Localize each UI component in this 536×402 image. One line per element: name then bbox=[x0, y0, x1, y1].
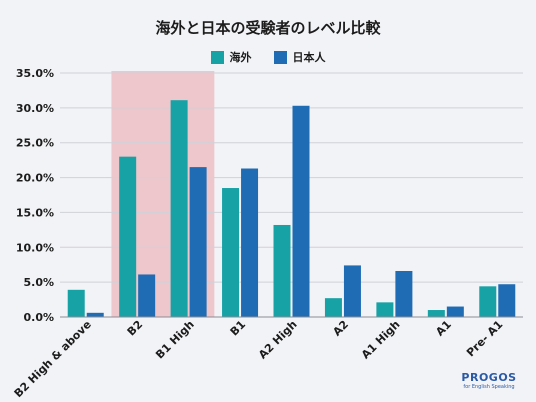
y-tick-label: 15.0% bbox=[16, 206, 54, 219]
bar-japanese bbox=[343, 265, 361, 317]
legend-item-overseas: 海外 bbox=[210, 49, 252, 65]
legend-swatch-japanese bbox=[273, 50, 287, 64]
bar-japanese bbox=[138, 274, 156, 317]
y-tick-label: 0.0% bbox=[23, 311, 54, 324]
bar-japanese bbox=[292, 105, 310, 317]
logo-sub-text: for English Speaking bbox=[463, 384, 515, 390]
bar-overseas bbox=[119, 156, 137, 317]
x-tick-label: B2 bbox=[125, 318, 146, 339]
legend-label-overseas: 海外 bbox=[229, 51, 252, 64]
bar-overseas bbox=[222, 188, 240, 317]
y-tick-label: 20.0% bbox=[16, 172, 54, 185]
bar-overseas bbox=[273, 224, 291, 317]
legend: 海外 日本人 bbox=[0, 49, 536, 65]
x-tick-label: A2 High bbox=[256, 318, 300, 362]
bar-japanese bbox=[446, 306, 464, 317]
x-tick-label: A1 bbox=[433, 318, 454, 339]
bar-japanese bbox=[395, 270, 413, 317]
legend-swatch-overseas bbox=[210, 50, 224, 64]
x-tick-label: B1 High bbox=[153, 318, 197, 362]
y-tick-label: 25.0% bbox=[16, 137, 54, 150]
bar-overseas bbox=[67, 289, 85, 317]
bar-overseas bbox=[170, 100, 188, 317]
x-tick-label: A2 bbox=[330, 318, 351, 339]
x-tick-label: A1 High bbox=[359, 318, 403, 362]
bar-overseas bbox=[479, 286, 497, 317]
x-tick-label: B2 High & above bbox=[12, 318, 94, 400]
legend-item-japanese: 日本人 bbox=[273, 49, 326, 65]
bar-japanese bbox=[241, 168, 259, 317]
bar-japanese bbox=[86, 312, 104, 317]
bar-overseas bbox=[427, 310, 445, 317]
chart-title: 海外と日本の受験者のレベル比較 bbox=[155, 19, 381, 37]
x-tick-label: Pre- A1 bbox=[464, 318, 505, 359]
logo-main-text: PROGOS bbox=[461, 371, 517, 384]
bar-japanese bbox=[189, 167, 207, 317]
bar-overseas bbox=[324, 298, 342, 317]
legend-label-japanese: 日本人 bbox=[292, 51, 326, 64]
y-tick-label: 30.0% bbox=[16, 102, 54, 115]
y-tick-label: 10.0% bbox=[16, 241, 54, 254]
x-tick-label: B1 bbox=[228, 318, 249, 339]
bar-overseas bbox=[376, 302, 394, 317]
y-tick-label: 5.0% bbox=[23, 276, 54, 289]
y-tick-label: 35.0% bbox=[16, 67, 54, 80]
bar-japanese bbox=[498, 284, 516, 317]
progos-logo: PROGOS for English Speaking bbox=[459, 371, 519, 391]
